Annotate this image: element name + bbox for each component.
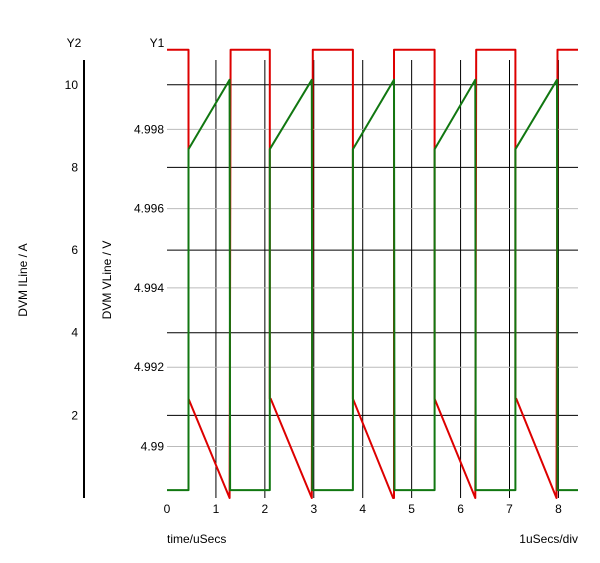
x-tick-label: 3: [310, 502, 317, 516]
y1-axis-label: DVM VLine / V: [100, 241, 114, 320]
y2-axis-label: DVM ILine / A: [16, 243, 30, 316]
y1-tick-label: 4.992: [134, 360, 164, 374]
series: [167, 48, 578, 499]
y2-tick-label: 2: [71, 408, 78, 422]
y1-tick-label: 4.99: [141, 439, 165, 453]
y1-axis: Y1 DVM VLine / V 4.99 4.992 4.994 4.996 4.99…: [100, 36, 165, 453]
x-axis-label: time/uSecs: [167, 532, 226, 546]
y2-axis-title: Y2: [67, 36, 82, 50]
y2-tick-label: 4: [71, 326, 78, 340]
x-tick-label: 1: [213, 502, 220, 516]
x-axis: time/uSecs 1uSecs/div 0 1 2 3 4 5 6 7 8: [164, 502, 578, 546]
vline-series: [167, 78, 578, 492]
x-tick-label: 8: [555, 502, 562, 516]
y2-axis: Y2 DVM ILine / A 2 4 6 8 10: [16, 36, 85, 498]
y2-tick-label: 10: [65, 78, 79, 92]
y1-tick-label: 4.998: [134, 122, 164, 136]
x-tick-label: 2: [262, 502, 269, 516]
x-tick-label: 4: [359, 502, 366, 516]
y2-tick-label: 8: [71, 160, 78, 174]
x-tick-label: 0: [164, 502, 171, 516]
x-axis-scale-note: 1uSecs/div: [519, 532, 578, 546]
x-tick-label: 6: [457, 502, 464, 516]
x-tick-label: 7: [506, 502, 513, 516]
grid-lines: [167, 60, 578, 498]
x-tick-label: 5: [408, 502, 415, 516]
y2-tick-label: 6: [71, 243, 78, 257]
y1-tick-label: 4.996: [134, 202, 164, 216]
y1-tick-label: 4.994: [134, 281, 164, 295]
y1-axis-title: Y1: [150, 36, 165, 50]
